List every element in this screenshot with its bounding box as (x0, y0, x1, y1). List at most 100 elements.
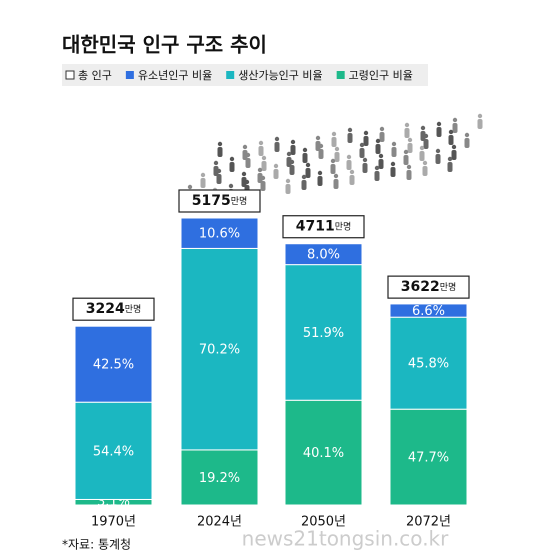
crowd-head (403, 149, 409, 155)
crowd-head (390, 161, 396, 167)
total-unit: 만명 (231, 196, 248, 207)
crowd-body (346, 160, 352, 170)
crowd-head (452, 117, 458, 123)
crowd-body (286, 157, 292, 167)
crowd-head (363, 130, 369, 136)
crowd-head (447, 156, 453, 162)
crowd-head (261, 155, 267, 161)
crowd-head (477, 113, 483, 119)
crowd-head (200, 172, 206, 178)
crowd-head (317, 170, 323, 176)
crowd-head (257, 167, 263, 173)
crowd-head (242, 144, 248, 150)
crowd-head (378, 153, 384, 159)
legend-label: 고령인구 비율 (349, 69, 413, 82)
crowd-head (273, 163, 279, 169)
crowd-head (290, 139, 296, 145)
total-label: 3224만명 (86, 301, 142, 317)
bar-segment (284, 264, 363, 401)
legend-swatch (226, 71, 235, 79)
total-number: 5175 (192, 193, 231, 209)
crowd-head (315, 135, 321, 141)
crowd-head (331, 131, 337, 137)
crowd-body (349, 175, 355, 185)
crowd-body (452, 123, 458, 133)
crowd-body (451, 150, 457, 160)
crowd-head (213, 160, 219, 166)
bar-segment (74, 401, 153, 500)
crowd-head (285, 178, 291, 184)
x-tick-label: 2024년 (197, 515, 242, 530)
value-label: 6.6% (412, 304, 445, 319)
crowd-body (261, 161, 267, 171)
crowd-head (464, 132, 470, 138)
crowd-body (317, 176, 323, 186)
crowd-head (406, 164, 412, 170)
crowd-head (302, 147, 308, 153)
crowd-body (407, 143, 413, 153)
bar-segment (180, 449, 259, 506)
total-box (387, 275, 470, 299)
crowd-body (301, 180, 307, 190)
crowd-body (379, 132, 385, 142)
crowd-head (228, 183, 234, 189)
x-tick-label: 1970년 (91, 515, 136, 530)
value-label: 8.0% (307, 248, 340, 263)
crowd-body (241, 177, 247, 187)
value-label: 10.6% (199, 227, 240, 242)
crowd-body (260, 181, 266, 191)
crowd-body (333, 179, 339, 189)
crowd-head (229, 156, 235, 162)
crowd-body (245, 158, 251, 168)
crowd-head (407, 137, 413, 143)
legend-label: 유소년인구 비율 (138, 69, 212, 82)
crowd-body (406, 170, 412, 180)
bar-segment (284, 243, 363, 266)
crowd-body (318, 149, 324, 159)
legend-swatch (336, 71, 345, 79)
value-label: 19.2% (199, 471, 240, 486)
total-label: 5175만명 (192, 193, 248, 209)
crowd-body (374, 171, 380, 181)
crowd-head (375, 138, 381, 144)
crowd-head (330, 158, 336, 164)
crowd-head (260, 175, 266, 181)
crowd-body (448, 135, 454, 145)
crowd-body (229, 162, 235, 172)
crowd-body (334, 152, 340, 162)
crowd-head (305, 162, 311, 168)
x-tick-label: 2072년 (406, 515, 451, 530)
crowd-head (391, 141, 397, 147)
total-label: 4711만명 (296, 219, 352, 235)
crowd-head (274, 136, 280, 142)
crowd-body (274, 142, 280, 152)
crowd-body (217, 147, 223, 157)
total-box (282, 215, 365, 239)
total-label: 3622만명 (401, 279, 457, 295)
crowd-body (289, 165, 295, 175)
crowd-body (257, 173, 263, 183)
crowd-body (273, 169, 279, 179)
crowd-body (464, 138, 470, 148)
watermark: news21tongsin.co.kr (242, 527, 449, 551)
crowd-head (374, 165, 380, 171)
bar-segment (389, 303, 468, 318)
crowd-head (435, 148, 441, 154)
crowd-head (423, 133, 429, 139)
crowd-body (420, 131, 426, 141)
crowd-body (419, 151, 425, 161)
crowd-head (422, 160, 428, 166)
crowd-head (241, 171, 247, 177)
crowd-head (286, 151, 292, 157)
crowd-body (290, 145, 296, 155)
legend-swatch (125, 71, 134, 79)
total-box (178, 189, 261, 213)
crowd-head (318, 143, 324, 149)
crowd-body (447, 162, 453, 172)
crowd-body (347, 133, 353, 143)
crowd-head (379, 126, 385, 132)
crowd-body (258, 146, 264, 156)
crowd-body (359, 148, 365, 158)
crowd-body (363, 136, 369, 146)
legend-swatch (65, 70, 75, 80)
